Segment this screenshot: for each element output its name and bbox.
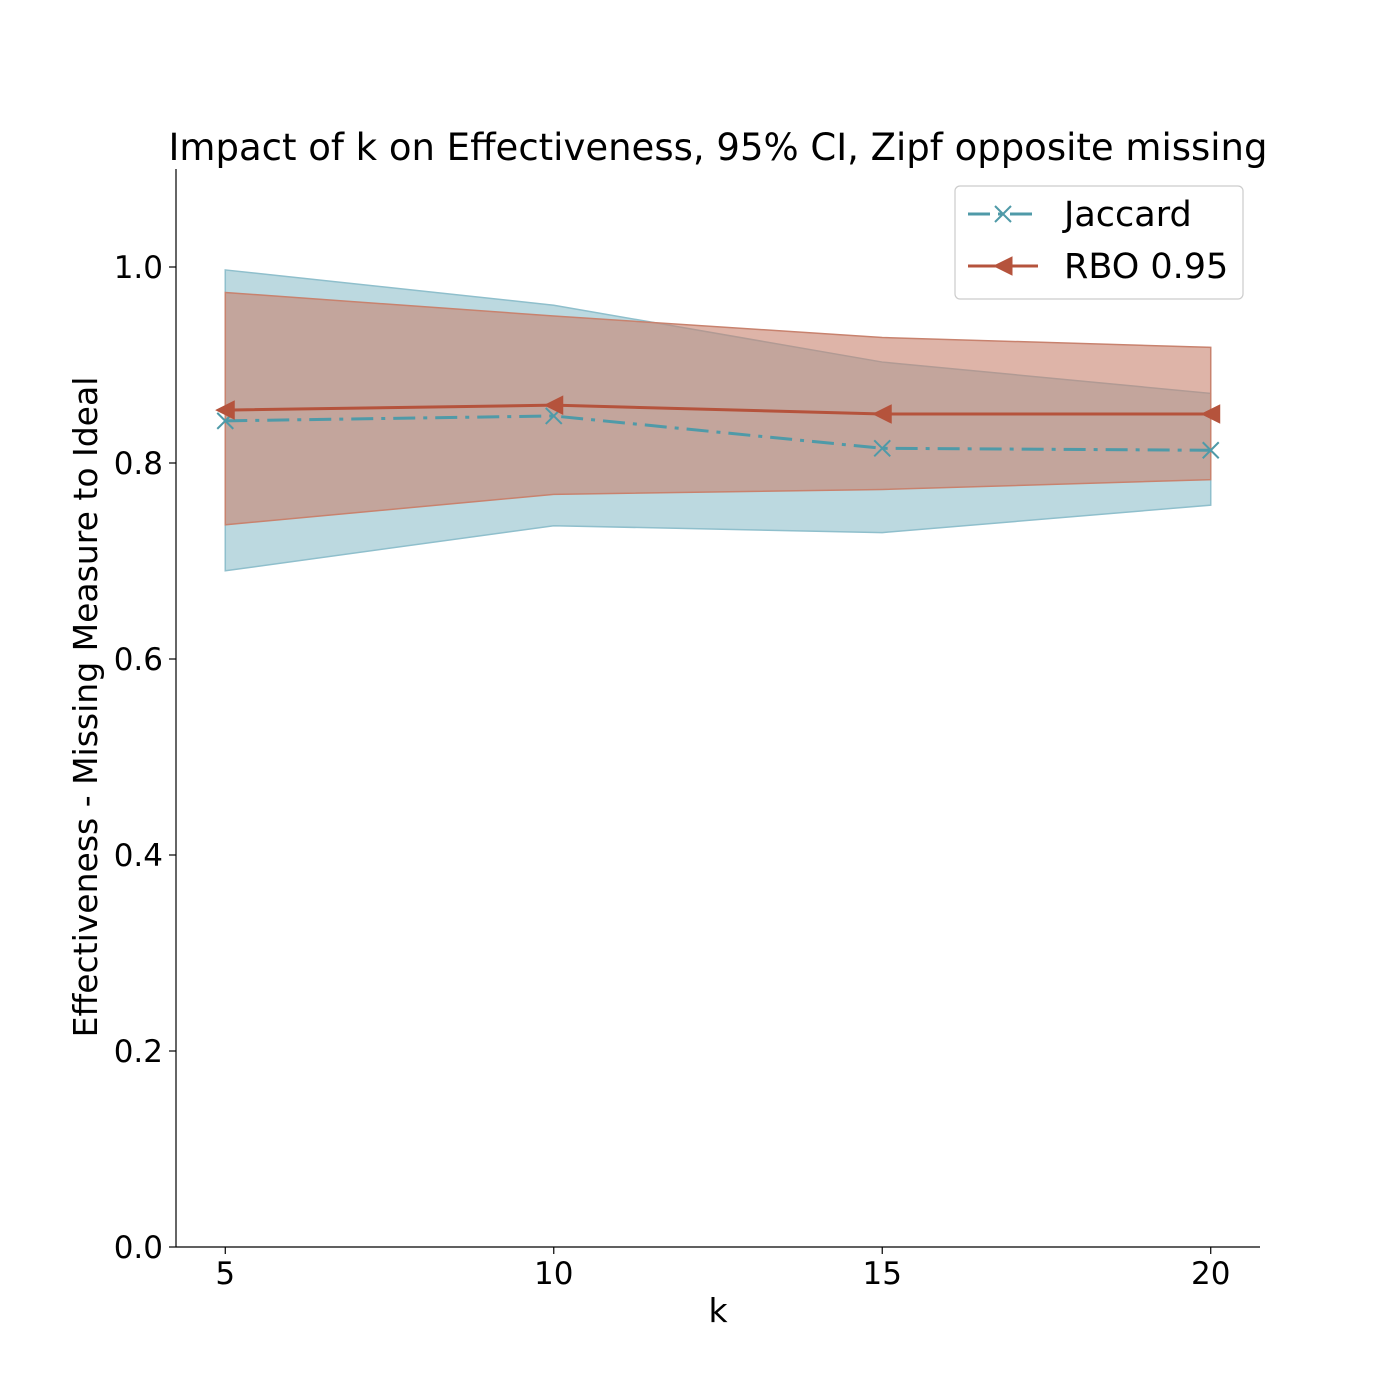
y-axis-label: Effectiveness - Missing Measure to Ideal: [66, 377, 105, 1038]
legend-marker: [994, 205, 1012, 223]
y-tick-label: 0.4: [114, 838, 163, 874]
legend-label: Jaccard: [1062, 195, 1192, 235]
y-tick-label: 1.0: [114, 250, 163, 286]
legend-item-rbo: RBO 0.95: [968, 247, 1228, 287]
data-point-rbo: [215, 400, 235, 420]
chart-title: Impact of k on Effectiveness, 95% CI, Zi…: [169, 126, 1268, 169]
legend-label: RBO 0.95: [1064, 247, 1228, 287]
x-tick-label: 10: [534, 1256, 573, 1292]
x-ticks: 5 10 15 20: [215, 1247, 1230, 1292]
confidence-bands: [224, 269, 1212, 572]
x-tick-label: 5: [215, 1256, 235, 1292]
y-tick-label: 0.6: [114, 642, 163, 678]
data-point-rbo: [543, 395, 564, 415]
series-markers: [215, 395, 1221, 459]
axes: [175, 169, 1260, 1248]
y-ticks: 0.0 0.2 0.4 0.6 0.8 1.0: [114, 250, 176, 1266]
data-point-jaccard: [1202, 441, 1220, 459]
data-point-jaccard: [873, 439, 891, 458]
series-line-rbo: [225, 403, 1211, 416]
series-line-jaccard: [225, 414, 1211, 452]
x-tick-label: 20: [1191, 1256, 1230, 1292]
y-tick-label: 0.0: [114, 1230, 163, 1266]
y-tick-label: 0.2: [114, 1034, 163, 1070]
x-tick-label: 15: [863, 1256, 902, 1292]
legend-marker: [992, 256, 1013, 276]
y-tick-label: 0.8: [114, 446, 163, 482]
data-point-rbo: [872, 404, 892, 424]
series-lines: [225, 403, 1211, 452]
legend: Jaccard RBO 0.95: [954, 185, 1244, 300]
x-axis-label: k: [708, 1291, 728, 1330]
data-point-rbo: [1200, 404, 1221, 424]
legend-item-jaccard: Jaccard: [968, 195, 1192, 235]
